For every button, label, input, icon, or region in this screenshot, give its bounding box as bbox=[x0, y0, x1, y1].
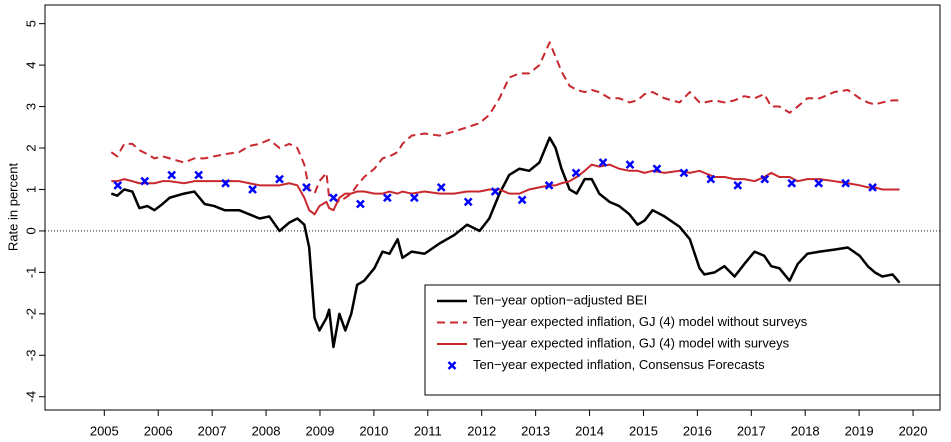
forecast-marker bbox=[409, 193, 419, 203]
forecast-marker bbox=[382, 193, 392, 203]
x-tick-label: 2011 bbox=[414, 423, 442, 438]
forecast-marker bbox=[329, 193, 338, 203]
forecast-marker bbox=[625, 160, 635, 169]
series-line bbox=[110, 41, 900, 203]
forecast-marker bbox=[868, 183, 877, 192]
forecast-marker bbox=[679, 168, 689, 178]
forecast-marker bbox=[436, 183, 446, 192]
y-tick-label: 5 bbox=[23, 20, 38, 27]
x-tick-label: 2015 bbox=[629, 423, 658, 438]
y-tick-label: 2 bbox=[23, 144, 38, 151]
y-tick-label: 0 bbox=[23, 227, 38, 234]
forecast-marker bbox=[814, 178, 824, 188]
forecast-marker bbox=[733, 180, 743, 190]
forecast-marker bbox=[275, 174, 284, 184]
legend-symbol bbox=[447, 361, 457, 370]
forecast-marker bbox=[652, 164, 662, 174]
x-tick-label: 2018 bbox=[791, 423, 820, 438]
x-tick-label: 2016 bbox=[683, 423, 712, 438]
forecast-marker bbox=[571, 168, 581, 178]
legend-box bbox=[424, 284, 941, 396]
forecast-marker bbox=[248, 185, 257, 194]
y-tick-label: -2 bbox=[23, 308, 38, 320]
forecast-marker bbox=[517, 195, 527, 205]
y-tick-label: 1 bbox=[23, 186, 38, 193]
x-tick-label: 2017 bbox=[737, 423, 766, 438]
forecast-marker bbox=[302, 183, 311, 192]
forecast-marker bbox=[194, 170, 204, 180]
legend-label: Ten−year expected inflation, Consensus F… bbox=[473, 357, 765, 372]
x-tick-label: 2009 bbox=[306, 423, 335, 438]
y-tick-label: -4 bbox=[23, 391, 38, 403]
forecast-marker bbox=[221, 178, 231, 188]
x-tick-label: 2006 bbox=[144, 423, 173, 438]
legend-label: Ten−year expected inflation, GJ (4) mode… bbox=[473, 335, 790, 350]
forecast-marker bbox=[167, 170, 177, 180]
forecast-marker bbox=[140, 176, 150, 186]
forecast-marker bbox=[490, 187, 500, 196]
x-tick-label: 2008 bbox=[252, 423, 281, 438]
forecast-marker bbox=[706, 174, 716, 184]
y-tick-label: -3 bbox=[23, 350, 38, 362]
x-tick-label: 2005 bbox=[90, 423, 119, 438]
x-tick-label: 2012 bbox=[467, 423, 496, 438]
y-axis-label: Rate in percent bbox=[5, 163, 20, 252]
x-tick-label: 2019 bbox=[845, 423, 874, 438]
y-tick-label: 3 bbox=[23, 103, 38, 110]
series-line bbox=[111, 163, 900, 216]
forecast-marker bbox=[598, 158, 608, 167]
x-tick-label: 2010 bbox=[359, 423, 388, 438]
forecast-marker bbox=[760, 174, 770, 184]
series-line bbox=[110, 136, 901, 349]
forecast-marker bbox=[356, 199, 365, 209]
x-tick-label: 2007 bbox=[198, 423, 227, 438]
forecast-marker bbox=[463, 197, 473, 207]
forecast-marker bbox=[841, 178, 851, 188]
forecast-marker bbox=[544, 180, 554, 190]
plot-frame bbox=[44, 4, 941, 411]
forecast-marker bbox=[113, 180, 123, 190]
x-tick-label: 2013 bbox=[521, 423, 550, 438]
x-tick-label: 2014 bbox=[575, 423, 604, 438]
y-tick-label: -1 bbox=[23, 267, 38, 279]
y-tick-label: 4 bbox=[23, 61, 38, 68]
legend-label: Ten−year option−adjusted BEI bbox=[473, 292, 647, 307]
forecast-marker bbox=[787, 178, 797, 188]
legend-label: Ten−year expected inflation, GJ (4) mode… bbox=[473, 314, 808, 329]
x-tick-label: 2020 bbox=[899, 423, 928, 438]
